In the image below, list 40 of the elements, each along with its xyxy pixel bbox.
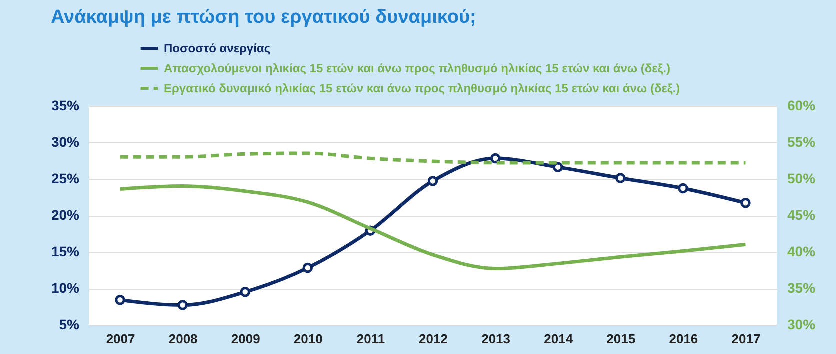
x-tick-label: 2011 <box>356 332 386 346</box>
legend-label: Απασχολούμενοι ηλικίας 15 ετών και άνω προς πληθυσμό ηλικίας 15 ετών και άνω (δεξ.) <box>164 62 670 76</box>
point <box>178 300 188 310</box>
x-tick-label: 2017 <box>732 332 761 346</box>
point <box>552 162 564 172</box>
x-tick-label: 2010 <box>294 332 323 346</box>
y-tick-label: 30% <box>51 134 80 150</box>
y-tick-label: 10% <box>51 280 80 296</box>
line-series <box>118 184 748 271</box>
point <box>678 183 688 194</box>
y2-tick-label: 40% <box>788 244 816 260</box>
x-tick-label: 2015 <box>606 332 636 346</box>
x-tick-label: 2007 <box>106 332 136 346</box>
point <box>616 173 626 184</box>
point <box>490 153 501 164</box>
x-tick-label: 2012 <box>419 332 448 346</box>
y2-tick-label: 30% <box>788 316 816 332</box>
x-tick-label: 2009 <box>231 332 260 346</box>
y2-tick-label: 50% <box>788 170 816 186</box>
y2-tick-label: 55% <box>788 134 816 150</box>
point <box>428 176 438 186</box>
x-tick-label: 2016 <box>669 332 698 346</box>
x-tick-label: 2014 <box>544 332 574 346</box>
point <box>302 262 314 274</box>
legend-label: Εργατικό δυναμικό ηλικίας 15 ετών και άνω προς πληθυσμό ηλικίας 15 ετών και άνω (δεξ.) <box>164 82 680 96</box>
point <box>115 295 126 306</box>
y-tick-label: 25% <box>51 170 80 186</box>
legend-label: Ποσοστό ανεργίας <box>164 42 271 56</box>
y-tick-label: 20% <box>51 207 80 223</box>
point <box>740 198 751 208</box>
point <box>240 287 250 298</box>
chart-title: Ανάκαμψη με πτώση του εργατικού δυναμικού; <box>50 7 476 28</box>
x-tick-label: 2008 <box>168 332 198 346</box>
y-tick-label: 5% <box>59 316 80 332</box>
x-tick-label: 2013 <box>482 332 511 346</box>
y-tick-label: 15% <box>51 244 80 260</box>
y2-tick-label: 60% <box>788 98 816 114</box>
y2-tick-label: 35% <box>788 280 816 296</box>
y2-tick-label: 45% <box>788 207 816 223</box>
y-tick-label: 35% <box>51 98 80 114</box>
